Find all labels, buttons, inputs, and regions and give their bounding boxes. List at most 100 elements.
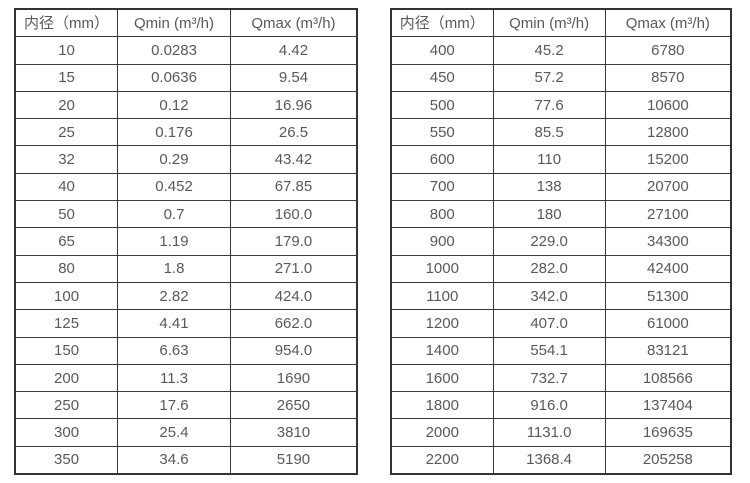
cell-diameter: 550 [390,118,494,147]
cell-diameter: 50 [14,200,119,229]
cell-diameter: 350 [14,445,119,475]
table-row: 15 0.0636 9.54 [14,63,358,92]
cell-qmax: 34300 [604,227,732,256]
table-row: 800 180 27100 [390,200,732,229]
table-header-row: 内径（mm） Qmin (m³/h) Qmax (m³/h) [390,8,732,38]
cell-diameter: 32 [14,145,119,174]
cell-qmax: 8570 [604,63,732,92]
cell-qmin: 138 [492,172,606,202]
cell-qmax: 20700 [604,172,732,202]
flow-rate-table-large-diameters: 内径（mm） Qmin (m³/h) Qmax (m³/h) 400 45.2 6780… [390,8,732,476]
cell-diameter: 900 [390,227,494,256]
cell-qmin: 1.19 [117,227,231,256]
table-row: 450 57.2 8570 [390,63,732,92]
cell-qmax: 27100 [604,200,732,229]
table-row: 1200 407.0 61000 [390,309,732,338]
cell-qmax: 108566 [604,363,732,393]
cell-diameter: 150 [14,336,119,365]
cell-diameter: 125 [14,309,119,338]
cell-diameter: 10 [14,36,119,65]
cell-diameter: 200 [14,363,119,393]
cell-qmax: 3810 [229,418,358,447]
cell-diameter: 1000 [390,254,494,283]
cell-qmax: 205258 [604,445,732,475]
cell-qmin: 1131.0 [492,418,606,447]
cell-qmin: 0.176 [117,118,231,147]
cell-qmax: 424.0 [229,281,358,311]
cell-qmax: 5190 [229,445,358,475]
cell-diameter: 600 [390,145,494,174]
cell-qmax: 67.85 [229,172,358,202]
cell-qmax: 662.0 [229,309,358,338]
cell-diameter: 2200 [390,445,494,475]
cell-qmax: 26.5 [229,118,358,147]
cell-qmax: 15200 [604,145,732,174]
cell-diameter: 100 [14,281,119,311]
cell-qmin: 1.8 [117,254,231,283]
table-row: 125 4.41 662.0 [14,309,358,338]
cell-qmax: 10600 [604,90,732,120]
table-row: 25 0.176 26.5 [14,118,358,147]
cell-qmin: 0.0636 [117,63,231,92]
table-header-row: 内径（mm） Qmin (m³/h) Qmax (m³/h) [14,8,358,38]
cell-diameter: 65 [14,227,119,256]
cell-qmin: 0.29 [117,145,231,174]
table-row: 80 1.8 271.0 [14,254,358,283]
cell-diameter: 20 [14,90,119,120]
cell-diameter: 80 [14,254,119,283]
table-row: 700 138 20700 [390,172,732,202]
cell-diameter: 1200 [390,309,494,338]
cell-qmax: 4.42 [229,36,358,65]
cell-qmax: 9.54 [229,63,358,92]
flow-rate-table-small-diameters: 内径（mm） Qmin (m³/h) Qmax (m³/h) 10 0.0283 4.4… [14,8,358,476]
table-row: 250 17.6 2650 [14,391,358,420]
cell-diameter: 1400 [390,336,494,365]
table-row: 200 11.3 1690 [14,363,358,393]
header-qmax: Qmax (m³/h) [604,8,732,38]
cell-qmin: 11.3 [117,363,231,393]
cell-qmax: 42400 [604,254,732,283]
table-body: 400 45.2 6780 450 57.2 8570 500 77.6 10600 550 85.… [390,36,732,475]
cell-qmin: 554.1 [492,336,606,365]
table-row: 65 1.19 179.0 [14,227,358,256]
cell-diameter: 1800 [390,391,494,420]
cell-diameter: 40 [14,172,119,202]
cell-qmax: 43.42 [229,145,358,174]
cell-qmax: 137404 [604,391,732,420]
cell-qmin: 0.0283 [117,36,231,65]
cell-qmin: 4.41 [117,309,231,338]
cell-qmin: 1368.4 [492,445,606,475]
table-row: 2000 1131.0 169635 [390,418,732,447]
cell-qmin: 732.7 [492,363,606,393]
cell-qmin: 6.63 [117,336,231,365]
cell-qmax: 6780 [604,36,732,65]
cell-qmax: 160.0 [229,200,358,229]
cell-diameter: 25 [14,118,119,147]
table-row: 1000 282.0 42400 [390,254,732,283]
cell-qmax: 954.0 [229,336,358,365]
table-row: 600 110 15200 [390,145,732,174]
table-row: 50 0.7 160.0 [14,200,358,229]
cell-qmax: 1690 [229,363,358,393]
cell-qmin: 77.6 [492,90,606,120]
cell-qmax: 16.96 [229,90,358,120]
table-row: 10 0.0283 4.42 [14,36,358,65]
cell-qmin: 0.7 [117,200,231,229]
table-row: 1600 732.7 108566 [390,363,732,393]
cell-diameter: 250 [14,391,119,420]
cell-qmin: 342.0 [492,281,606,311]
header-diameter: 内径（mm） [390,8,494,38]
cell-qmin: 180 [492,200,606,229]
table-row: 1800 916.0 137404 [390,391,732,420]
cell-qmin: 916.0 [492,391,606,420]
cell-qmax: 271.0 [229,254,358,283]
table-row: 150 6.63 954.0 [14,336,358,365]
cell-qmin: 25.4 [117,418,231,447]
table-row: 1400 554.1 83121 [390,336,732,365]
table-row: 40 0.452 67.85 [14,172,358,202]
table-row: 2200 1368.4 205258 [390,445,732,475]
cell-diameter: 15 [14,63,119,92]
table-row: 900 229.0 34300 [390,227,732,256]
cell-diameter: 700 [390,172,494,202]
table-row: 500 77.6 10600 [390,90,732,120]
